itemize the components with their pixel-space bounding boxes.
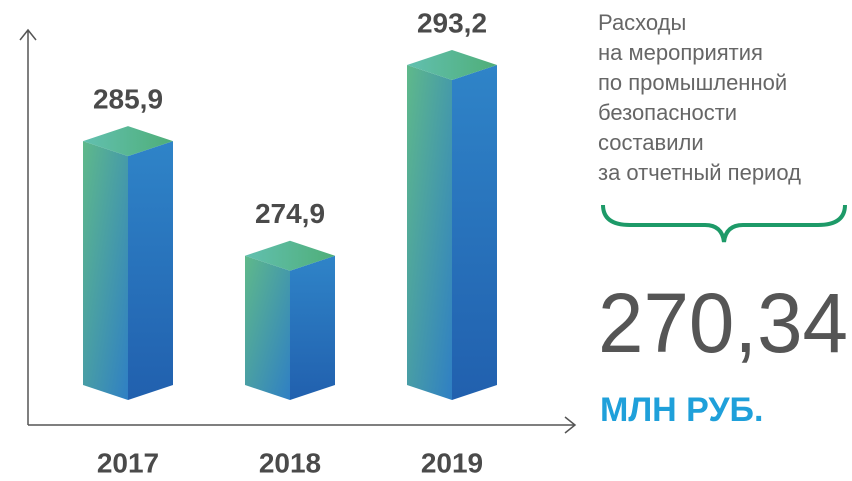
bar-top	[83, 126, 173, 157]
bar-side	[452, 65, 497, 400]
bar-front	[245, 255, 290, 400]
brace	[601, 204, 847, 243]
x-tick-label: 2018	[259, 447, 321, 478]
value-label: 285,9	[93, 84, 163, 115]
description-line: по промышленной	[598, 70, 787, 95]
x-tick-label: 2017	[97, 447, 159, 478]
description-line: на мероприятия	[598, 40, 763, 65]
description-line: Расходы	[598, 10, 686, 35]
description-line: за отчетный период	[598, 160, 801, 185]
description-line: безопасности	[598, 100, 737, 125]
bar	[407, 50, 497, 400]
total: 270,34	[598, 276, 848, 370]
bar-side	[128, 141, 173, 400]
bar-front	[83, 141, 128, 400]
unit: МЛН РУБ.	[600, 391, 763, 429]
bar-side	[290, 255, 335, 400]
x-tick-label: 2019	[421, 447, 483, 478]
bar	[83, 126, 173, 400]
bar-top	[407, 50, 497, 81]
bar-front	[407, 65, 452, 400]
bar	[245, 240, 335, 400]
y-axis	[19, 28, 37, 425]
description-line: составили	[598, 130, 704, 155]
bar-top	[245, 240, 335, 271]
value-label: 274,9	[255, 198, 325, 229]
value-label: 293,2	[417, 7, 487, 38]
x-axis	[28, 416, 577, 434]
